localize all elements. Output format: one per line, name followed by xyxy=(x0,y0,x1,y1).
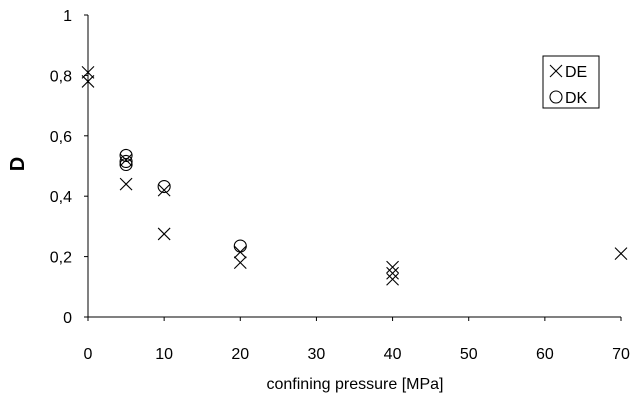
data-point-de xyxy=(81,75,95,88)
y-tick-label: 0,8 xyxy=(50,68,72,85)
data-point-de xyxy=(386,266,399,280)
axes xyxy=(87,15,621,318)
y-tick-label: 1 xyxy=(63,8,72,25)
legend-label-dk: DK xyxy=(565,90,588,107)
y-axis-title: D xyxy=(7,157,29,171)
x-tick-label: 20 xyxy=(231,346,249,363)
ticks: 00,20,40,60,810 10 20 30 40 50 60 70 xyxy=(50,8,630,363)
data-point-dk xyxy=(119,154,133,169)
x-tick-label: 0 xyxy=(84,346,93,363)
data-point-de xyxy=(157,183,171,197)
legend-box xyxy=(542,55,600,109)
data-point-de xyxy=(233,256,247,270)
data-point-dk xyxy=(119,157,133,172)
y-tick-label: 0,2 xyxy=(50,250,72,267)
legend-label-de: DE xyxy=(565,64,587,81)
legend-marker-dk xyxy=(549,90,563,104)
x-tick-label: 50 xyxy=(460,346,478,363)
data-point-dk xyxy=(157,179,171,194)
data-point-dk xyxy=(233,239,247,253)
data-point-dk xyxy=(119,148,133,162)
data-point-de xyxy=(119,153,133,167)
x-tick-label: 10 xyxy=(155,346,173,363)
data-point-de xyxy=(386,260,399,274)
y-tick-label: 0 xyxy=(63,310,72,327)
data-marks xyxy=(81,65,628,286)
x-tick-label: 40 xyxy=(384,346,402,363)
x-tick-label: 70 xyxy=(612,346,630,363)
data-point-de xyxy=(81,65,95,79)
legend: DE DK xyxy=(542,55,600,109)
legend-marker-de xyxy=(549,64,563,78)
data-point-de xyxy=(386,272,399,286)
x-axis-title: confining pressure [MPa] xyxy=(267,376,444,393)
data-point-de xyxy=(157,227,171,241)
y-tick-label: 0,4 xyxy=(50,189,72,206)
x-tick-label: 60 xyxy=(536,346,554,363)
x-tick-label: 30 xyxy=(308,346,326,363)
y-tick-label: 0,6 xyxy=(50,129,72,146)
data-point-de xyxy=(119,177,133,191)
data-point-de xyxy=(614,247,628,260)
